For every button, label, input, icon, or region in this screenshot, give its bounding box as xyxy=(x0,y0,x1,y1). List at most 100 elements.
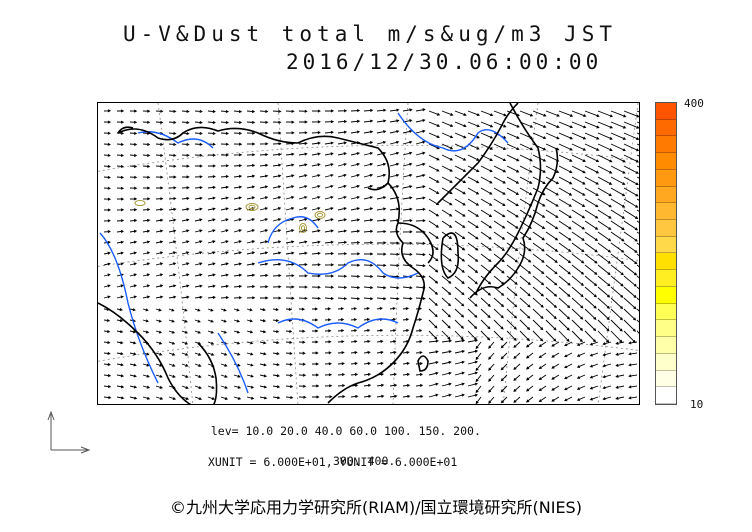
wind-vector xyxy=(584,308,597,320)
wind-vector xyxy=(246,229,255,233)
wind-vector xyxy=(350,252,361,256)
coastlines xyxy=(98,103,559,404)
wind-vector xyxy=(259,352,267,356)
wind-vector xyxy=(558,143,573,151)
wind-vector xyxy=(285,120,295,124)
wind-vector xyxy=(220,363,228,367)
wind-vector xyxy=(545,297,558,309)
wind-vector xyxy=(350,207,361,211)
wind-vector xyxy=(246,153,256,157)
wind-vector xyxy=(589,363,599,368)
wind-vector xyxy=(233,308,240,312)
wind-vector xyxy=(116,363,124,367)
wind-vector xyxy=(233,341,241,345)
wind-vector xyxy=(532,297,544,308)
wind-vector xyxy=(551,341,560,347)
wind-vector xyxy=(311,240,321,244)
wind-vector xyxy=(363,297,374,301)
wind-vector xyxy=(610,264,624,276)
wind-vector xyxy=(220,120,230,125)
wind-vector xyxy=(116,330,124,334)
wind-vector xyxy=(285,174,295,178)
wind-vector xyxy=(168,363,176,367)
wind-vector xyxy=(116,186,125,190)
wind-vector xyxy=(181,240,190,244)
wind-vector xyxy=(220,240,229,244)
wind-vector xyxy=(506,330,517,341)
wind-vector xyxy=(350,329,358,333)
wind-vector xyxy=(467,110,481,117)
wind-vector xyxy=(337,252,348,256)
wind-vector xyxy=(246,385,255,389)
wind-vector xyxy=(636,253,639,257)
wind-vector xyxy=(350,240,361,245)
wind-vector xyxy=(233,251,243,255)
wind-vector xyxy=(493,165,507,173)
wind-vector xyxy=(155,352,163,356)
wind-vector xyxy=(506,132,520,139)
wind-vector xyxy=(532,110,547,117)
wind-vector xyxy=(519,143,533,151)
wind-vector xyxy=(441,264,452,273)
wind-vector xyxy=(233,374,241,378)
wind-vector xyxy=(142,240,151,244)
wind-vector xyxy=(480,231,492,240)
wind-vector xyxy=(402,162,413,167)
wind-vector xyxy=(623,154,639,163)
wind-vector xyxy=(493,121,507,128)
wind-vector xyxy=(259,120,269,124)
wind-vector xyxy=(337,162,347,167)
wind-vector xyxy=(545,253,558,263)
wind-vector xyxy=(168,120,177,125)
dust-contours xyxy=(134,200,326,233)
wind-vector xyxy=(454,198,466,206)
rivers xyxy=(99,112,509,394)
wind-vector xyxy=(467,209,480,217)
wind-vector xyxy=(324,173,334,178)
wind-vector xyxy=(207,109,216,114)
wind-vector xyxy=(623,121,639,129)
wind-vector xyxy=(103,385,112,389)
wind-vector xyxy=(311,120,321,124)
wind-vector xyxy=(364,252,374,256)
wind-vector xyxy=(628,396,638,400)
wind-vector xyxy=(194,352,202,356)
wind-vector xyxy=(194,295,203,299)
wind-vector xyxy=(285,229,295,233)
wind-vector xyxy=(467,121,480,128)
wind-vector xyxy=(272,396,281,400)
wind-vector xyxy=(615,352,625,356)
wind-vector xyxy=(441,198,453,206)
wind-vector xyxy=(415,173,426,178)
wind-vector xyxy=(103,262,111,266)
wind-vector xyxy=(155,385,164,389)
wind-vector xyxy=(116,396,125,400)
wind-vector xyxy=(564,341,573,347)
wind-vector xyxy=(324,163,334,167)
timestamp: 2016/12/30.06:00:00 xyxy=(286,50,603,74)
wind-vector xyxy=(220,251,229,255)
wind-vector xyxy=(454,154,467,161)
wind-vector xyxy=(363,394,372,398)
wind-vector xyxy=(488,374,495,382)
scale-band xyxy=(656,136,676,154)
wind-vector xyxy=(220,164,230,168)
wind-vector xyxy=(259,163,269,167)
wind-vector xyxy=(558,121,574,129)
wind-vector xyxy=(116,131,125,135)
wind-vector xyxy=(194,374,202,378)
wind-vector xyxy=(415,241,426,245)
wind-vector xyxy=(312,351,319,355)
wind-vector xyxy=(519,165,533,173)
wind-vector xyxy=(415,129,426,134)
wind-vector xyxy=(571,110,587,117)
wind-vector xyxy=(623,165,639,174)
wind-vector xyxy=(142,120,151,124)
wind-vector xyxy=(623,187,639,197)
wind-vector xyxy=(272,330,280,334)
wind-vector xyxy=(454,330,464,341)
wind-vector xyxy=(181,363,189,367)
wind-vector xyxy=(545,198,559,207)
wind-vector xyxy=(623,253,638,265)
wind-vector xyxy=(337,373,346,377)
